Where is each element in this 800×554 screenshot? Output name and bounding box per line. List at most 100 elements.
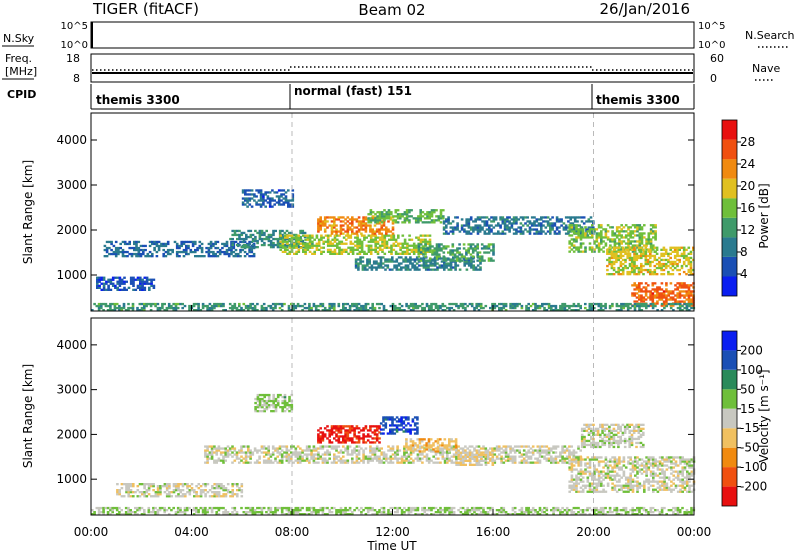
power-cell-r13 bbox=[685, 304, 689, 308]
power-cell-r1 bbox=[152, 286, 156, 289]
power-cell-r11 bbox=[606, 258, 609, 262]
power-cell-r9 bbox=[478, 230, 482, 233]
velocity-cell-r2 bbox=[326, 429, 329, 432]
velocity-cell-r0 bbox=[244, 459, 248, 462]
velocity-cell-r0 bbox=[287, 461, 291, 464]
power-cell-r10 bbox=[591, 224, 594, 227]
power-cell-r9 bbox=[587, 226, 591, 229]
power-cell-r5 bbox=[335, 218, 338, 221]
velocity-cell-r1 bbox=[240, 483, 244, 486]
power-cell-r13 bbox=[118, 309, 121, 312]
power-cell-r4 bbox=[329, 244, 332, 247]
velocity-cell-r3 bbox=[413, 422, 417, 425]
velocity-cell-r1 bbox=[215, 493, 219, 496]
power-cell-r4 bbox=[320, 236, 323, 239]
power-cell-r3 bbox=[266, 197, 270, 200]
power-cell-r7 bbox=[463, 260, 466, 263]
power-cell-r11 bbox=[633, 260, 636, 264]
power-cell-r10 bbox=[604, 236, 608, 239]
power-cell-r13 bbox=[599, 302, 603, 306]
velocity-cell-r0 bbox=[317, 451, 320, 454]
velocity-cell-r0 bbox=[495, 445, 499, 448]
velocity-cell-r2 bbox=[378, 425, 381, 428]
power-cell-r10 bbox=[572, 250, 576, 253]
velocity-cell-r1 bbox=[213, 491, 216, 494]
power-cell-r13 bbox=[538, 304, 542, 308]
power-cell-r9 bbox=[451, 230, 455, 233]
velocity-cell-r0 bbox=[290, 445, 293, 448]
power-cell-r11 bbox=[640, 262, 643, 266]
power-cell-r7 bbox=[372, 262, 376, 265]
power-cell-r13 bbox=[292, 306, 295, 310]
power-cell-r10 bbox=[600, 234, 603, 237]
power-cell-r4 bbox=[286, 234, 289, 237]
power-cell-r5 bbox=[339, 216, 343, 219]
power-cell-r8 bbox=[433, 253, 437, 256]
power-cell-r9 bbox=[551, 226, 554, 229]
power-cell-r9 bbox=[465, 232, 468, 235]
power-cell-r4 bbox=[408, 234, 411, 237]
power-cell-r13 bbox=[276, 302, 279, 306]
power-cell-r11 bbox=[608, 256, 611, 260]
power-cell-r13 bbox=[681, 304, 684, 308]
power-cell-r4 bbox=[415, 248, 418, 251]
power-cell-r4 bbox=[381, 244, 384, 247]
power-cell-r7 bbox=[434, 268, 437, 271]
velocity-cell-r0 bbox=[339, 461, 343, 464]
velocity-cell-r1 bbox=[129, 485, 133, 488]
power-cell-r13 bbox=[260, 304, 264, 308]
velocity-cell-r3 bbox=[389, 418, 392, 421]
velocity-cell-r0 bbox=[373, 453, 377, 456]
power-cell-r12 bbox=[649, 304, 652, 307]
power-cell-r11 bbox=[610, 252, 614, 255]
power-cell-r11 bbox=[633, 254, 636, 258]
power-cell-r2 bbox=[249, 235, 253, 239]
power-cell-r7 bbox=[431, 268, 435, 271]
power-cell-r9 bbox=[515, 228, 518, 231]
power-cell-r3 bbox=[259, 193, 263, 196]
power-cell-r3 bbox=[277, 197, 281, 200]
power-cell-r3 bbox=[268, 197, 272, 200]
power-cell-r0 bbox=[139, 244, 143, 248]
velocity-cell-r0 bbox=[362, 449, 365, 452]
power-cell-r5 bbox=[378, 230, 381, 233]
power-cell-r13 bbox=[459, 304, 463, 308]
power-cell-r4 bbox=[297, 238, 301, 241]
power-cell-r8 bbox=[431, 259, 434, 262]
power-cell-r4 bbox=[317, 244, 321, 247]
power-cell-r7 bbox=[440, 260, 444, 263]
power-cell-r4 bbox=[317, 248, 321, 251]
power-cell-r13 bbox=[109, 306, 112, 310]
power-cell-r9 bbox=[492, 218, 496, 221]
power-cell-r10 bbox=[593, 250, 596, 253]
power-cell-r3 bbox=[241, 201, 245, 204]
velocity-cell-r1 bbox=[236, 485, 239, 488]
power-cell-r10 bbox=[584, 248, 587, 251]
power-cell-r13 bbox=[170, 304, 173, 308]
power-cell-r1 bbox=[109, 282, 113, 285]
power-cell-r9 bbox=[521, 218, 525, 221]
velocity-cell-r0 bbox=[491, 451, 494, 454]
power-cell-r9 bbox=[481, 216, 484, 219]
power-cell-r6 bbox=[405, 209, 409, 212]
velocity-cell-r0 bbox=[382, 457, 386, 460]
velocity-cell-r0 bbox=[400, 455, 404, 458]
power-cell-r13 bbox=[534, 309, 537, 312]
power-cell-r9 bbox=[506, 228, 509, 231]
power-cell-r7 bbox=[386, 258, 390, 261]
velocity-cell-r0 bbox=[285, 459, 289, 462]
power-cell-r13 bbox=[615, 304, 619, 308]
velocity-cell-r0 bbox=[208, 451, 212, 454]
power-cell-r3 bbox=[284, 199, 288, 202]
velocity-cell-r0 bbox=[396, 453, 399, 456]
power-cell-r12 bbox=[685, 286, 689, 289]
power-cell-r9 bbox=[508, 222, 511, 225]
velocity-cell-r2 bbox=[375, 433, 379, 436]
velocity-cell-r2 bbox=[323, 427, 327, 430]
velocity-cell-r0 bbox=[371, 449, 374, 452]
power-cell-r8 bbox=[419, 259, 423, 262]
velocity-cell-r0 bbox=[258, 457, 261, 460]
power-cell-r10 bbox=[647, 232, 651, 235]
power-cell-r9 bbox=[549, 232, 552, 235]
power-cell-r9 bbox=[528, 226, 532, 229]
